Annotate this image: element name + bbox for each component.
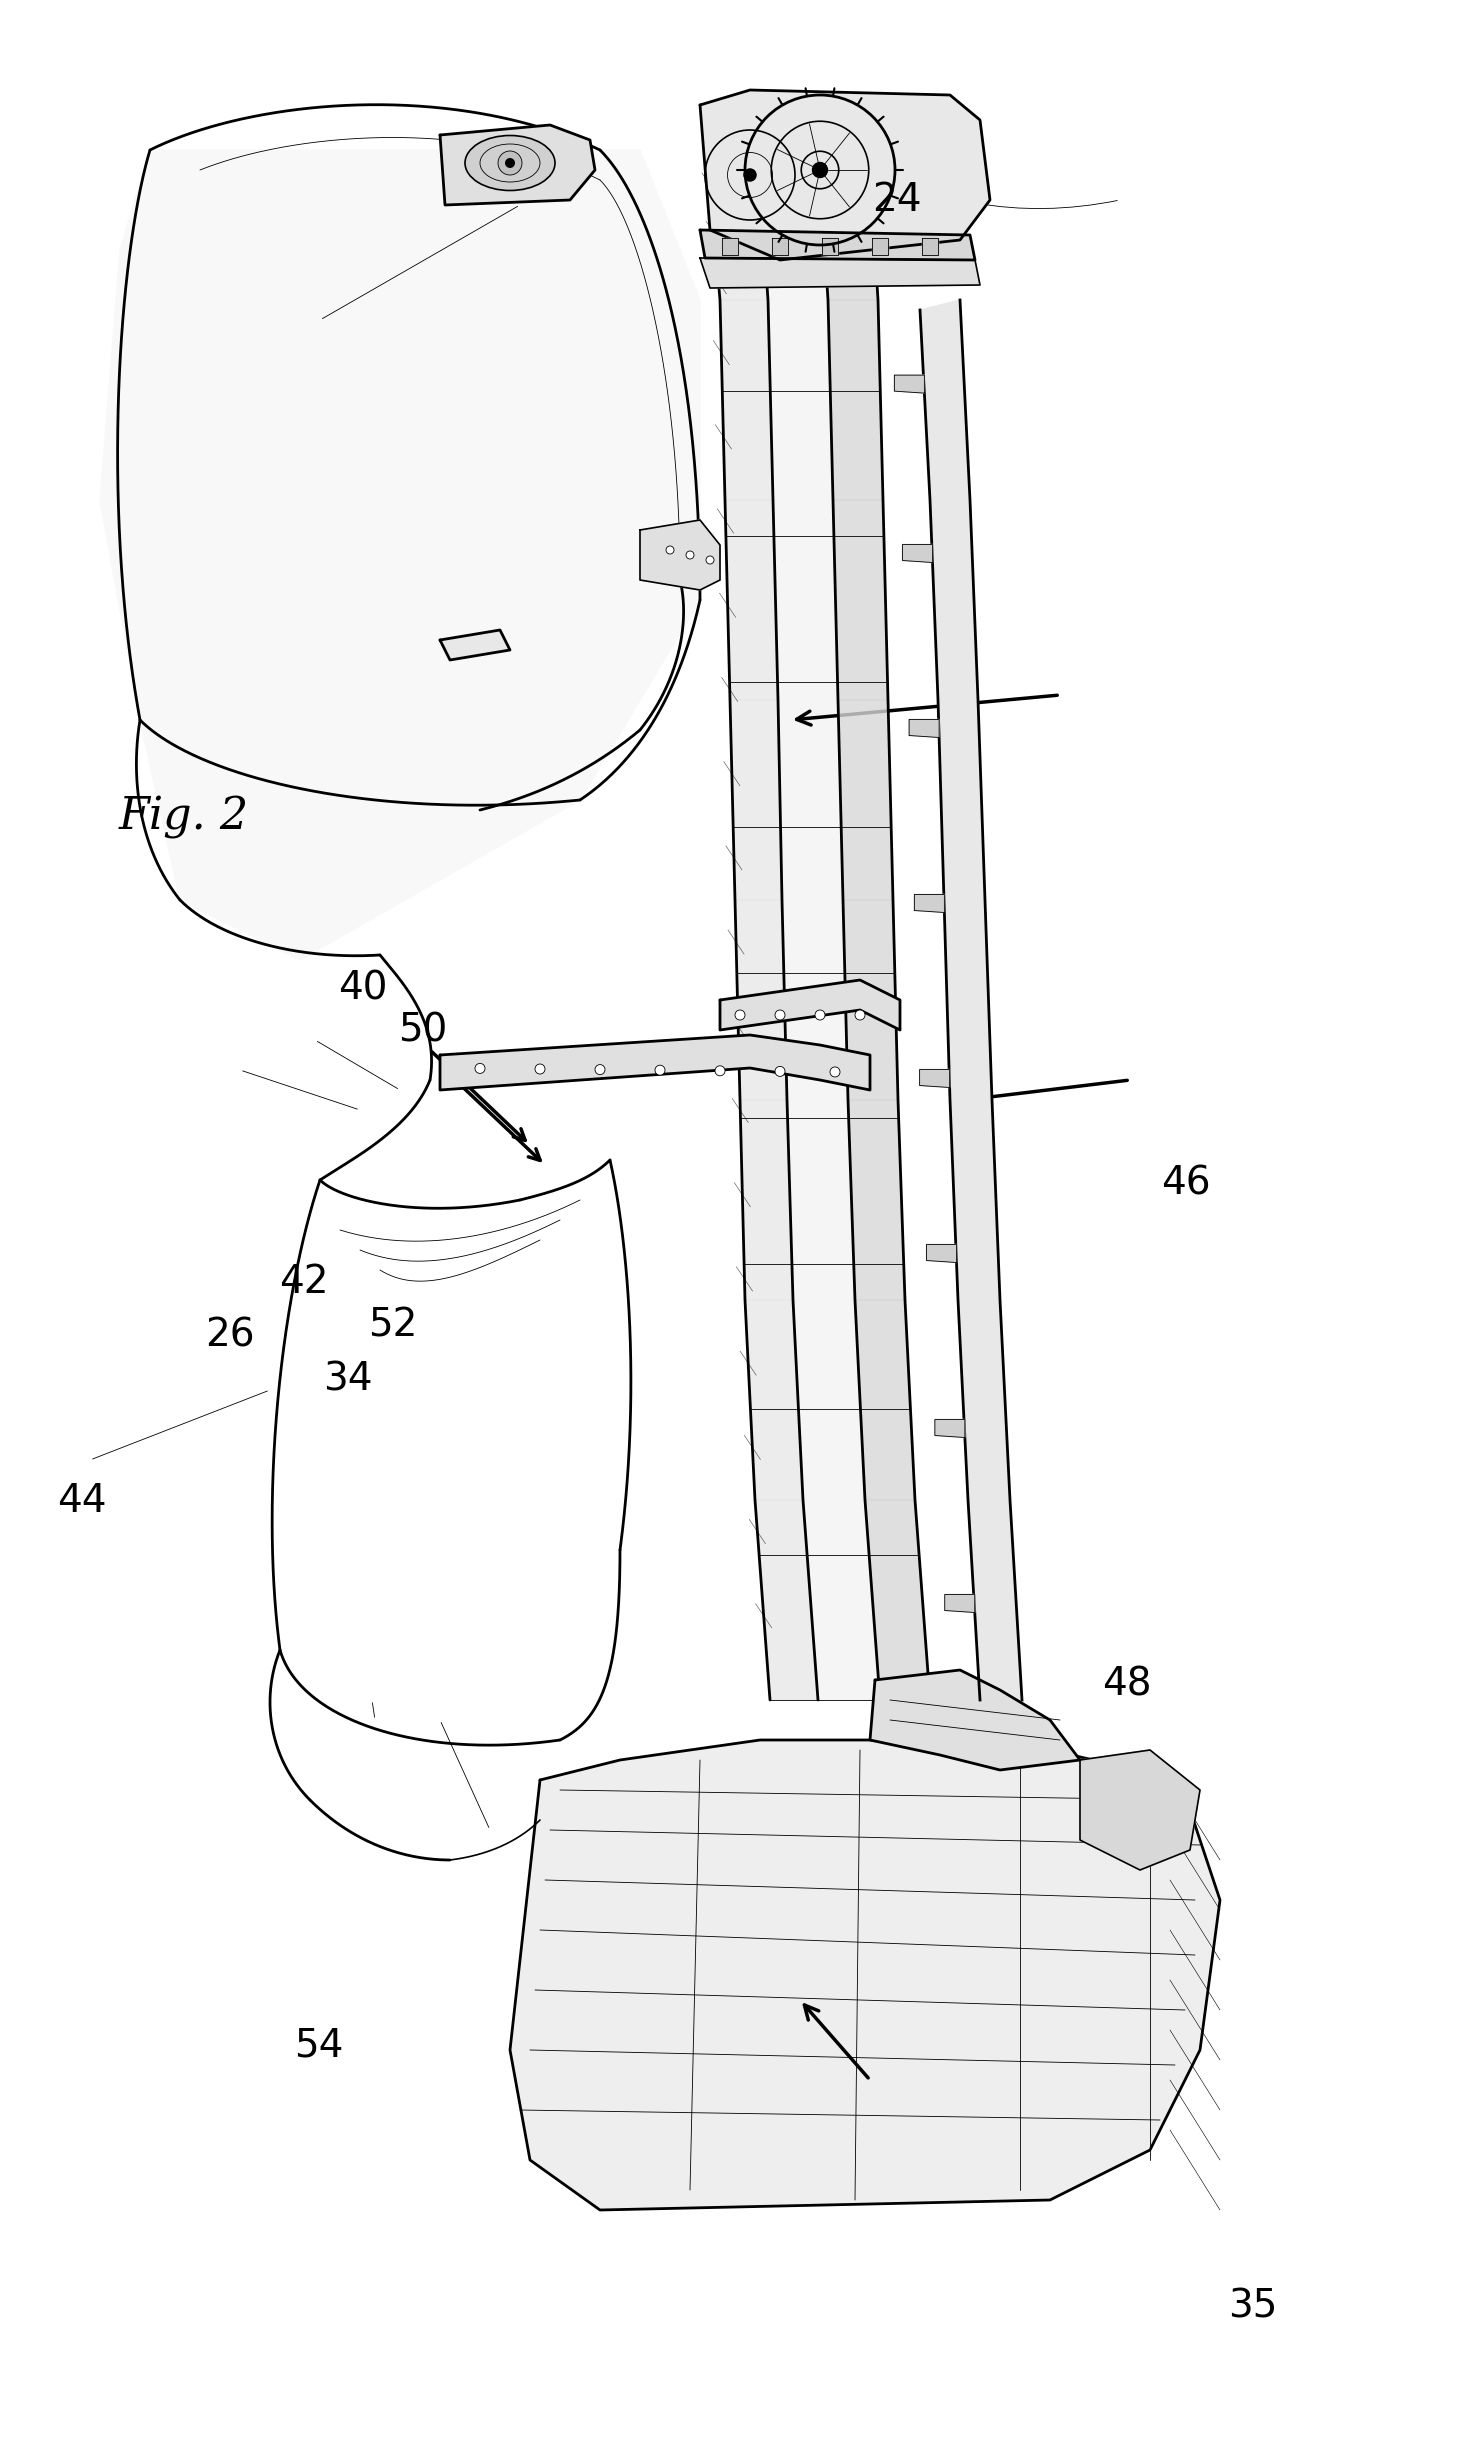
Polygon shape bbox=[855, 1301, 914, 1501]
Polygon shape bbox=[774, 500, 837, 701]
Circle shape bbox=[812, 164, 827, 178]
Polygon shape bbox=[754, 1501, 818, 1699]
Polygon shape bbox=[938, 701, 986, 901]
Text: 24: 24 bbox=[871, 181, 922, 220]
Text: 40: 40 bbox=[338, 969, 388, 1008]
Circle shape bbox=[714, 1067, 725, 1076]
Polygon shape bbox=[828, 300, 883, 500]
Polygon shape bbox=[782, 901, 848, 1101]
Circle shape bbox=[655, 1064, 665, 1074]
Ellipse shape bbox=[465, 137, 554, 190]
Circle shape bbox=[505, 159, 516, 168]
Polygon shape bbox=[745, 1301, 803, 1501]
Polygon shape bbox=[710, 186, 768, 300]
Polygon shape bbox=[768, 300, 833, 500]
Polygon shape bbox=[920, 1069, 950, 1089]
Polygon shape bbox=[914, 893, 944, 913]
Polygon shape bbox=[848, 1101, 906, 1301]
Polygon shape bbox=[725, 500, 778, 701]
Circle shape bbox=[686, 552, 694, 559]
Polygon shape bbox=[803, 1501, 880, 1699]
Text: 35: 35 bbox=[1227, 2287, 1277, 2326]
Polygon shape bbox=[908, 720, 940, 737]
Polygon shape bbox=[731, 701, 782, 901]
Polygon shape bbox=[440, 1035, 870, 1091]
Text: 48: 48 bbox=[1101, 1665, 1152, 1704]
Text: 44: 44 bbox=[56, 1482, 107, 1521]
Text: 46: 46 bbox=[1160, 1164, 1211, 1203]
Text: 50: 50 bbox=[397, 1011, 448, 1050]
Polygon shape bbox=[865, 1501, 931, 1699]
Polygon shape bbox=[735, 901, 787, 1101]
Text: 54: 54 bbox=[293, 2026, 344, 2065]
Polygon shape bbox=[740, 1101, 793, 1301]
Polygon shape bbox=[793, 1301, 865, 1501]
Circle shape bbox=[705, 557, 714, 564]
Polygon shape bbox=[944, 901, 991, 1101]
Polygon shape bbox=[787, 1101, 855, 1301]
Text: 42: 42 bbox=[279, 1262, 329, 1301]
Text: 34: 34 bbox=[323, 1360, 373, 1399]
Text: 52: 52 bbox=[368, 1306, 418, 1345]
Polygon shape bbox=[1080, 1750, 1200, 1870]
Polygon shape bbox=[957, 1301, 1011, 1501]
Text: Fig. 2: Fig. 2 bbox=[119, 796, 249, 840]
Polygon shape bbox=[968, 1501, 1023, 1699]
Polygon shape bbox=[903, 544, 932, 561]
Polygon shape bbox=[837, 701, 894, 901]
Polygon shape bbox=[720, 979, 900, 1030]
Polygon shape bbox=[99, 149, 700, 959]
Circle shape bbox=[735, 1011, 745, 1020]
Polygon shape bbox=[922, 239, 938, 254]
Polygon shape bbox=[833, 500, 888, 701]
Polygon shape bbox=[823, 239, 837, 254]
Circle shape bbox=[775, 1067, 785, 1076]
Circle shape bbox=[855, 1011, 865, 1020]
Polygon shape bbox=[440, 124, 594, 205]
Circle shape bbox=[535, 1064, 545, 1074]
Polygon shape bbox=[894, 376, 925, 393]
Polygon shape bbox=[870, 1670, 1080, 1770]
Polygon shape bbox=[440, 630, 510, 659]
Circle shape bbox=[775, 1011, 785, 1020]
Polygon shape bbox=[944, 1594, 975, 1614]
Polygon shape bbox=[871, 239, 888, 254]
Circle shape bbox=[665, 547, 674, 554]
Polygon shape bbox=[720, 300, 774, 500]
Polygon shape bbox=[700, 229, 975, 261]
Polygon shape bbox=[778, 701, 843, 901]
Polygon shape bbox=[760, 176, 828, 300]
Circle shape bbox=[830, 1067, 840, 1076]
Text: 26: 26 bbox=[205, 1316, 255, 1355]
Polygon shape bbox=[920, 300, 971, 500]
Circle shape bbox=[594, 1064, 605, 1074]
Polygon shape bbox=[820, 171, 877, 300]
Circle shape bbox=[744, 168, 757, 181]
Polygon shape bbox=[640, 520, 720, 591]
Circle shape bbox=[815, 1011, 825, 1020]
Polygon shape bbox=[931, 500, 978, 701]
Polygon shape bbox=[843, 901, 898, 1101]
Circle shape bbox=[498, 151, 522, 176]
Polygon shape bbox=[926, 1245, 956, 1262]
Polygon shape bbox=[700, 90, 990, 261]
Circle shape bbox=[476, 1064, 485, 1074]
Polygon shape bbox=[700, 259, 980, 288]
Polygon shape bbox=[950, 1101, 1000, 1301]
Polygon shape bbox=[722, 239, 738, 254]
Polygon shape bbox=[772, 239, 788, 254]
Polygon shape bbox=[935, 1421, 965, 1438]
Polygon shape bbox=[510, 1740, 1220, 2209]
